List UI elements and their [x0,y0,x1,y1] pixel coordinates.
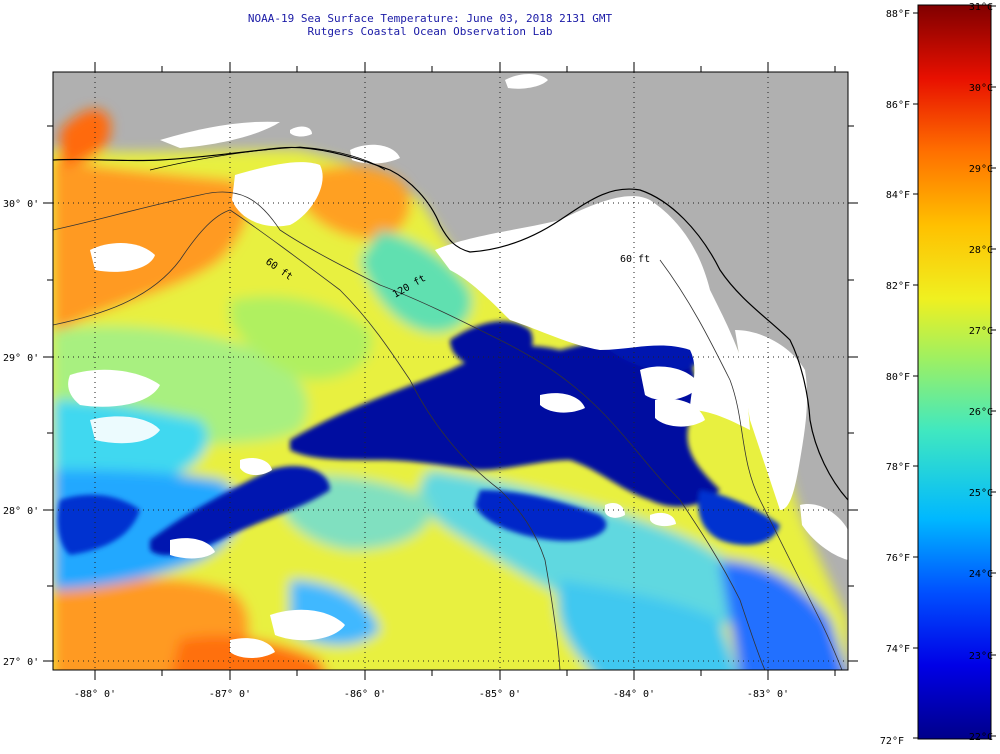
latitude-label: 27° 0' [3,657,39,668]
fahrenheit-label: 86°F [886,100,910,111]
celsius-label: 27°C [969,326,993,337]
latitude-label: 28° 0' [3,506,39,517]
celsius-label: 26°C [969,407,993,418]
longitude-label: -85° 0' [479,689,521,700]
fahrenheit-label: 72°F [880,736,904,747]
fahrenheit-label: 88°F [886,9,910,20]
celsius-label: 30°C [969,83,993,94]
fahrenheit-label: 84°F [886,190,910,201]
cold-water-core [57,314,780,556]
celsius-label: 24°C [969,569,993,580]
latitude-label: 30° 0' [3,199,39,210]
longitude-label: -87° 0' [209,689,251,700]
celsius-label: 31°C [969,2,993,13]
contour-label: 60 ft [620,254,650,265]
map-frame [52,71,849,671]
fahrenheit-label: 82°F [886,281,910,292]
barrier-island [149,146,386,171]
fahrenheit-label: 76°F [886,553,910,564]
fahrenheit-label: 74°F [886,644,910,655]
axis-ticks [43,62,858,680]
colorbar-gradient [917,4,992,740]
colorbar: 88°F 86°F 84°F 82°F 80°F 78°F 76°F 74°F … [880,2,996,747]
longitude-label: -88° 0' [74,689,116,700]
map-title: NOAA-19 Sea Surface Temperature: June 03… [247,12,613,25]
latitude-label: 29° 0' [3,353,39,364]
fahrenheit-label: 78°F [886,462,910,473]
celsius-label: 29°C [969,164,993,175]
celsius-label: 23°C [969,651,993,662]
longitude-label: -86° 0' [344,689,386,700]
celsius-label: 28°C [969,245,993,256]
fahrenheit-label: 80°F [886,372,910,383]
longitude-label: -84° 0' [613,689,655,700]
cloud-mask [68,74,848,658]
map-subtitle: Rutgers Coastal Ocean Observation Lab [307,25,553,38]
celsius-label: 25°C [969,488,993,499]
longitude-label: -83° 0' [747,689,789,700]
map-panel: 60 ft 120 ft 60 ft [53,72,848,670]
depth-contour-deep [53,209,561,670]
depth-contour-shallow [659,259,843,670]
celsius-label: 22°C [969,732,993,743]
depth-contour-mid [53,191,766,670]
